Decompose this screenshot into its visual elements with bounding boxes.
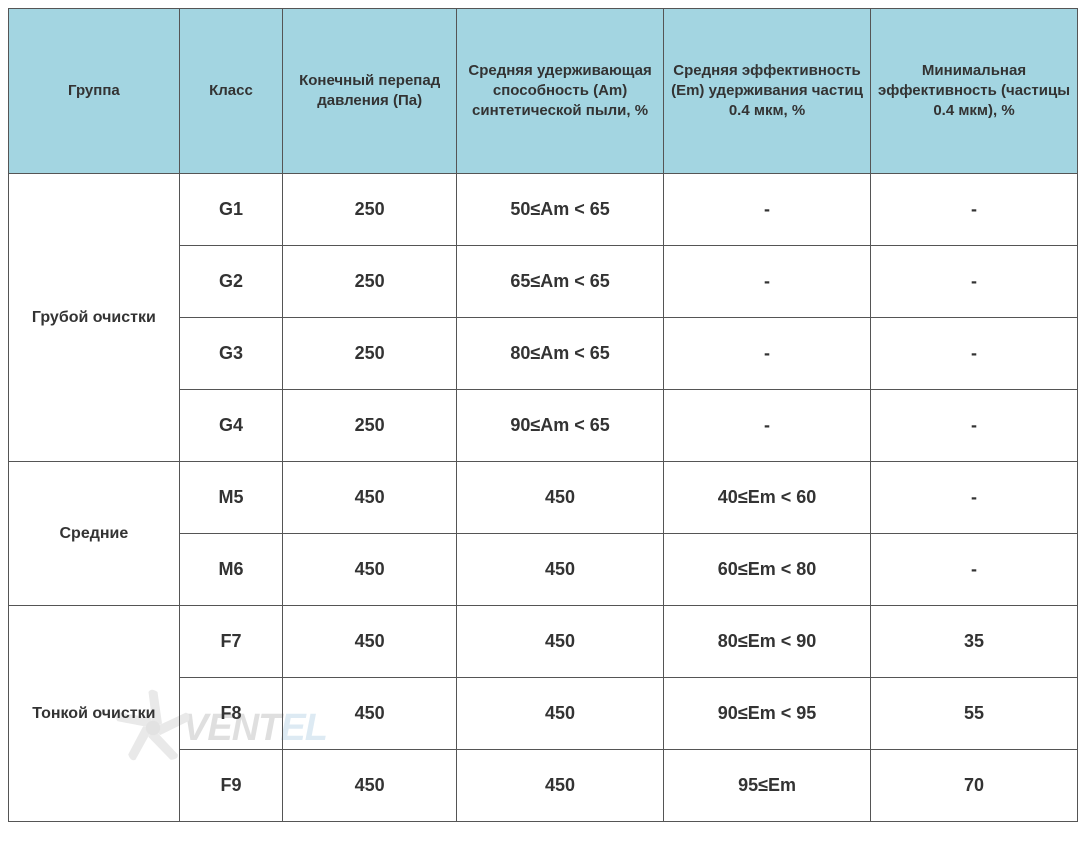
em-cell: 60≤Em < 80 <box>664 534 871 606</box>
min-cell: - <box>871 390 1078 462</box>
am-cell: 450 <box>457 462 664 534</box>
pressure-cell: 450 <box>283 606 457 678</box>
am-cell: 80≤Am < 65 <box>457 318 664 390</box>
class-cell: M6 <box>179 534 282 606</box>
filter-table-container: VENTEL Группа Класс Конечный перепад дав… <box>8 8 1078 822</box>
class-cell: F8 <box>179 678 282 750</box>
table-row: Средние M5 450 450 40≤Em < 60 - <box>9 462 1078 534</box>
header-em: Средняя эффективность (Em) удерживания ч… <box>664 9 871 174</box>
em-cell: - <box>664 318 871 390</box>
table-header-row: Группа Класс Конечный перепад давления (… <box>9 9 1078 174</box>
am-cell: 50≤Am < 65 <box>457 174 664 246</box>
class-cell: G2 <box>179 246 282 318</box>
min-cell: 55 <box>871 678 1078 750</box>
header-class: Класс <box>179 9 282 174</box>
table-row: Тонкой очистки F7 450 450 80≤Em < 90 35 <box>9 606 1078 678</box>
class-cell: G3 <box>179 318 282 390</box>
class-cell: F9 <box>179 750 282 822</box>
filter-classification-table: Группа Класс Конечный перепад давления (… <box>8 8 1078 822</box>
em-cell: - <box>664 390 871 462</box>
pressure-cell: 450 <box>283 750 457 822</box>
header-pressure: Конечный перепад давления (Па) <box>283 9 457 174</box>
pressure-cell: 450 <box>283 678 457 750</box>
am-cell: 90≤Am < 65 <box>457 390 664 462</box>
min-cell: - <box>871 174 1078 246</box>
header-min: Минимальная эффективность (частицы 0.4 м… <box>871 9 1078 174</box>
em-cell: 40≤Em < 60 <box>664 462 871 534</box>
group-cell: Грубой очистки <box>9 174 180 462</box>
em-cell: - <box>664 246 871 318</box>
header-am: Средняя удерживающая способность (Am) си… <box>457 9 664 174</box>
min-cell: 70 <box>871 750 1078 822</box>
pressure-cell: 450 <box>283 534 457 606</box>
min-cell: 35 <box>871 606 1078 678</box>
table-row: Грубой очистки G1 250 50≤Am < 65 - - <box>9 174 1078 246</box>
pressure-cell: 450 <box>283 462 457 534</box>
am-cell: 450 <box>457 534 664 606</box>
am-cell: 450 <box>457 606 664 678</box>
header-group: Группа <box>9 9 180 174</box>
em-cell: 90≤Em < 95 <box>664 678 871 750</box>
am-cell: 65≤Am < 65 <box>457 246 664 318</box>
class-cell: G1 <box>179 174 282 246</box>
class-cell: F7 <box>179 606 282 678</box>
class-cell: G4 <box>179 390 282 462</box>
group-cell: Средние <box>9 462 180 606</box>
min-cell: - <box>871 318 1078 390</box>
em-cell: 95≤Em <box>664 750 871 822</box>
group-cell: Тонкой очистки <box>9 606 180 822</box>
pressure-cell: 250 <box>283 246 457 318</box>
min-cell: - <box>871 462 1078 534</box>
pressure-cell: 250 <box>283 318 457 390</box>
pressure-cell: 250 <box>283 174 457 246</box>
min-cell: - <box>871 246 1078 318</box>
em-cell: 80≤Em < 90 <box>664 606 871 678</box>
min-cell: - <box>871 534 1078 606</box>
am-cell: 450 <box>457 750 664 822</box>
pressure-cell: 250 <box>283 390 457 462</box>
am-cell: 450 <box>457 678 664 750</box>
class-cell: M5 <box>179 462 282 534</box>
em-cell: - <box>664 174 871 246</box>
